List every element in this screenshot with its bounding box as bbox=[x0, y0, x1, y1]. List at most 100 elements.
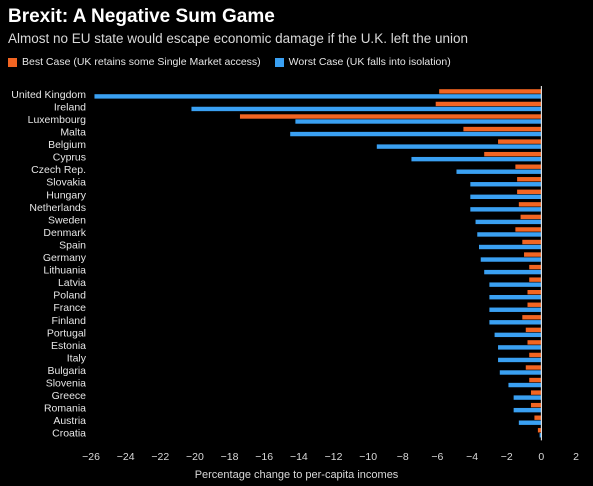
legend-swatch-worst bbox=[274, 57, 284, 67]
category-label: Netherlands bbox=[29, 202, 86, 214]
category-label: Slovakia bbox=[46, 177, 86, 189]
bar-best bbox=[529, 264, 542, 270]
bar-best bbox=[530, 390, 542, 395]
bar-best bbox=[515, 227, 542, 232]
bar-best bbox=[527, 340, 542, 345]
category-label: Lithuania bbox=[43, 265, 86, 277]
x-tick-label: 0 bbox=[538, 451, 544, 463]
bar-best bbox=[537, 428, 542, 433]
bar-best bbox=[484, 151, 542, 157]
legend-label-best: Best Case (UK retains some Single Market… bbox=[22, 56, 261, 68]
bar-best bbox=[515, 164, 542, 169]
category-label: Austria bbox=[53, 415, 86, 427]
bar-best bbox=[517, 177, 542, 182]
bar-worst bbox=[489, 295, 542, 300]
category-label: Greece bbox=[52, 390, 87, 402]
x-tick-label: 2 bbox=[573, 451, 579, 463]
bar-worst bbox=[489, 320, 542, 325]
chart-subtitle: Almost no EU state would escape economic… bbox=[8, 31, 469, 46]
bar-worst bbox=[295, 119, 542, 124]
x-tick-label: −12 bbox=[325, 451, 343, 463]
category-label: Poland bbox=[53, 290, 86, 302]
bar-worst bbox=[479, 244, 542, 250]
bar-best bbox=[529, 277, 542, 282]
bar-worst bbox=[470, 182, 542, 187]
bar-worst bbox=[484, 269, 542, 275]
category-label: Denmark bbox=[43, 227, 86, 239]
bar-best bbox=[498, 139, 542, 144]
bar-worst bbox=[489, 282, 542, 287]
bar-worst bbox=[489, 307, 542, 312]
bar-best bbox=[527, 290, 542, 295]
bar-best bbox=[529, 377, 542, 383]
legend: Best Case (UK retains some Single Market… bbox=[8, 56, 465, 68]
x-tick-label: −6 bbox=[431, 451, 443, 463]
bar-worst bbox=[470, 207, 542, 212]
bar-worst bbox=[498, 345, 542, 350]
legend-label-worst: Worst Case (UK falls into isolation) bbox=[288, 56, 451, 68]
category-label: Czech Rep. bbox=[31, 164, 86, 176]
category-label: Portugal bbox=[47, 327, 86, 339]
x-axis-label: Percentage change to per-capita incomes bbox=[194, 469, 399, 481]
bar-worst bbox=[470, 194, 542, 199]
bar-best bbox=[534, 415, 542, 420]
bar-worst bbox=[411, 156, 542, 162]
category-label: Ireland bbox=[54, 101, 86, 113]
category-label: Italy bbox=[67, 352, 87, 364]
bar-worst bbox=[477, 232, 542, 237]
bar-worst bbox=[498, 357, 542, 363]
category-label: Croatia bbox=[52, 428, 86, 440]
x-tick-label: −8 bbox=[397, 451, 409, 463]
bar-worst bbox=[456, 169, 542, 174]
legend-item-worst: Worst Case (UK falls into isolation) bbox=[274, 56, 451, 68]
bar-worst bbox=[518, 420, 542, 425]
legend-swatch-best bbox=[8, 57, 17, 67]
category-label: Germany bbox=[43, 252, 87, 264]
x-tick-label: −20 bbox=[186, 451, 204, 463]
bar-worst bbox=[499, 370, 542, 375]
category-label: United Kingdom bbox=[11, 89, 86, 101]
x-tick-label: −2 bbox=[501, 451, 513, 463]
bar-worst bbox=[513, 395, 542, 400]
x-tick-label: −4 bbox=[466, 451, 478, 463]
x-tick-label: −14 bbox=[290, 451, 308, 463]
category-label: Spain bbox=[59, 239, 86, 251]
category-label: Slovenia bbox=[46, 378, 86, 390]
bar-best bbox=[439, 89, 542, 94]
category-label: Finland bbox=[52, 315, 87, 327]
bar-best bbox=[463, 126, 542, 132]
bar-best bbox=[529, 352, 542, 358]
bar-best bbox=[522, 239, 542, 245]
bar-worst bbox=[94, 94, 542, 99]
bar-worst bbox=[480, 257, 542, 262]
bar-best bbox=[524, 252, 542, 257]
x-tick-label: −18 bbox=[221, 451, 239, 463]
bar-best bbox=[525, 365, 542, 370]
category-label: Malta bbox=[60, 127, 86, 139]
bar-worst bbox=[508, 382, 542, 388]
bar-best bbox=[525, 327, 542, 333]
x-tick-label: −10 bbox=[359, 451, 377, 463]
x-tick-label: −26 bbox=[82, 451, 100, 463]
x-tick-label: −24 bbox=[117, 451, 135, 463]
category-label: Bulgaria bbox=[47, 365, 86, 377]
legend-item-best: Best Case (UK retains some Single Market… bbox=[8, 56, 261, 68]
bar-worst bbox=[191, 106, 542, 112]
category-label: France bbox=[53, 302, 86, 314]
category-label: Sweden bbox=[48, 214, 86, 226]
bar-best bbox=[522, 315, 542, 320]
category-label: Belgium bbox=[48, 139, 86, 151]
bar-best bbox=[435, 101, 542, 107]
category-label: Cyprus bbox=[53, 152, 86, 164]
category-label: Luxembourg bbox=[28, 114, 87, 126]
bar-worst bbox=[513, 407, 542, 413]
x-tick-label: −16 bbox=[255, 451, 273, 463]
bar-best bbox=[518, 202, 542, 207]
bar-best bbox=[517, 189, 542, 194]
category-label: Hungary bbox=[46, 189, 86, 201]
category-label: Estonia bbox=[51, 340, 86, 352]
bar-worst bbox=[539, 433, 542, 438]
category-label: Latvia bbox=[58, 277, 86, 289]
bar-best bbox=[530, 402, 542, 408]
